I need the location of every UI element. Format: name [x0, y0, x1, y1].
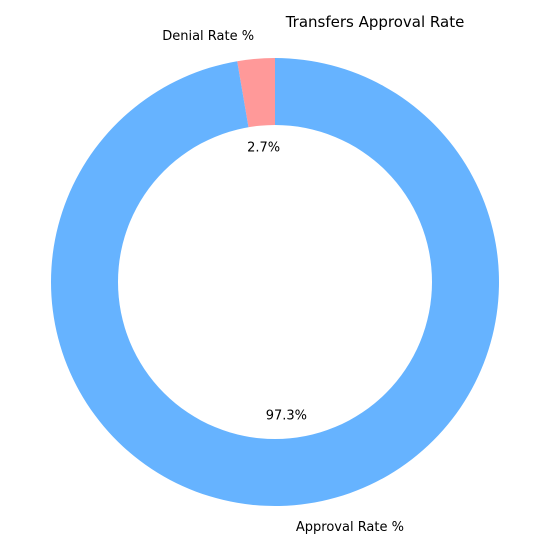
label-group: Denial Rate % 2.7% Approval Rate % 97.3%: [162, 29, 404, 535]
donut-hole: [118, 125, 432, 439]
chart-title: Transfers Approval Rate: [285, 13, 465, 31]
slice-label: Denial Rate %: [162, 29, 254, 44]
slice-pct-label: 97.3%: [266, 408, 307, 423]
slice-label: Approval Rate %: [296, 520, 404, 535]
slice-pct-label: 2.7%: [247, 141, 280, 156]
